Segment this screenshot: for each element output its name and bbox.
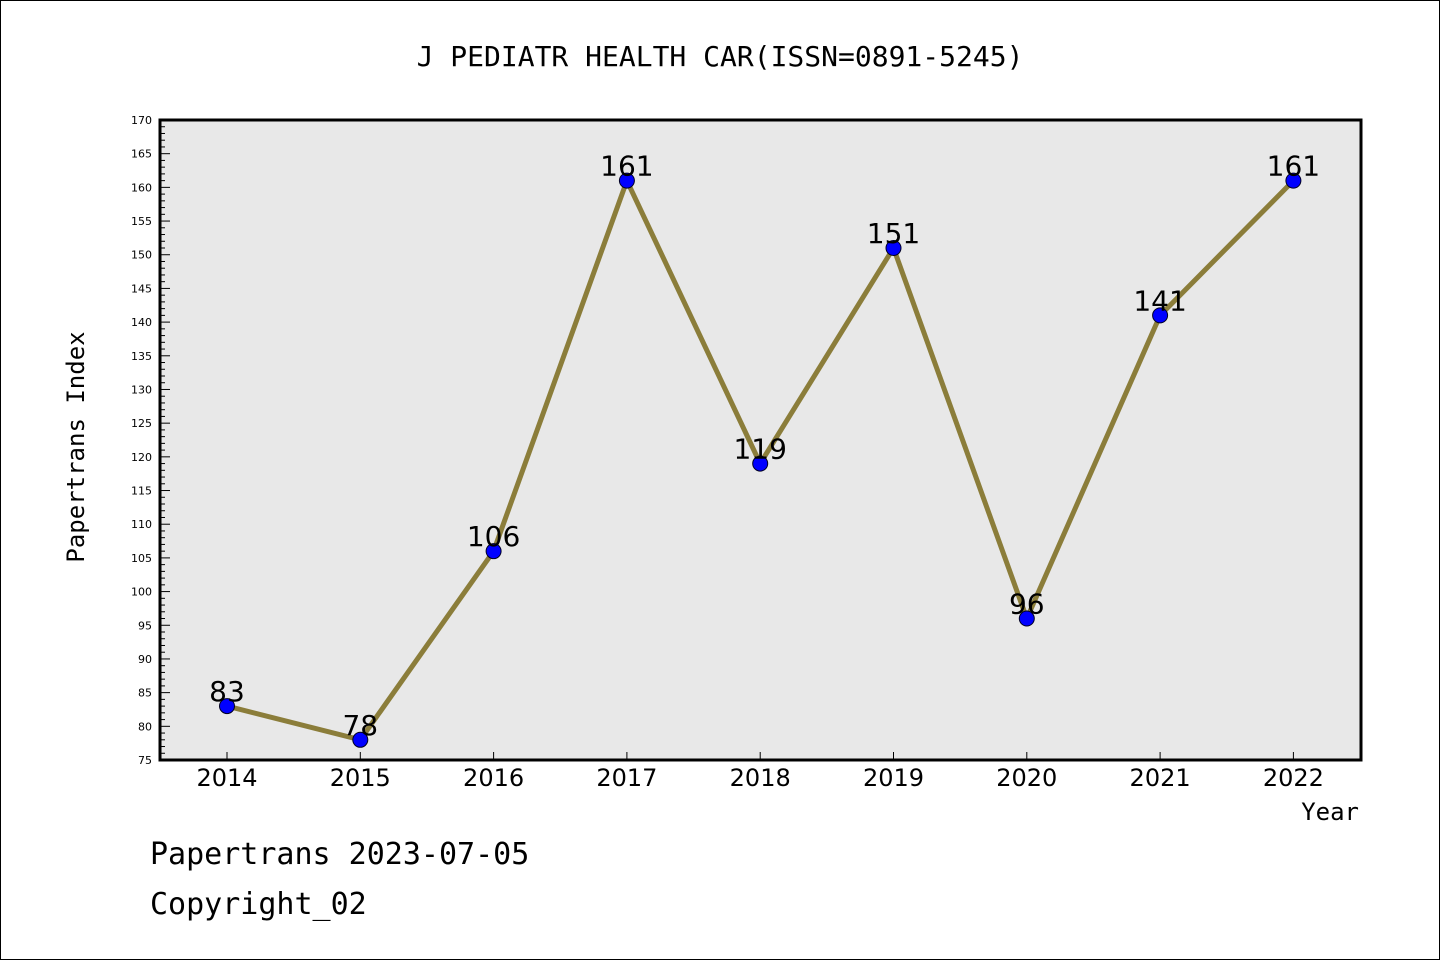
data-point <box>1285 172 1302 189</box>
data-point <box>1018 610 1035 627</box>
x-tick-label: 2017 <box>596 764 657 792</box>
chart-title: J PEDIATR HEALTH CAR(ISSN=0891-5245) <box>417 40 1024 73</box>
footer-copyright: Copyright_02 <box>150 887 367 922</box>
x-tick-label: 2016 <box>463 764 524 792</box>
data-point <box>352 731 369 748</box>
x-tick-label: 2020 <box>996 764 1057 792</box>
y-tick-label: 140 <box>131 316 152 329</box>
y-tick-label: 135 <box>131 350 152 363</box>
y-tick-label: 105 <box>131 552 152 565</box>
y-tick-label: 160 <box>131 181 152 194</box>
y-tick-label: 155 <box>131 215 152 228</box>
y-tick-label: 85 <box>138 687 152 700</box>
footer-date: Papertrans 2023-07-05 <box>150 837 529 872</box>
y-axis: 75 80 85 90 95 100 105 110 115 120 125 130 135 140 145… <box>131 114 170 767</box>
x-tick-label: 2018 <box>730 764 791 792</box>
y-tick-label: 100 <box>131 586 152 599</box>
data-point <box>219 698 235 715</box>
data-label: 119 <box>733 433 786 466</box>
y-tick-label: 120 <box>131 451 152 464</box>
x-tick-label: 2014 <box>196 764 257 792</box>
y-tick-label: 80 <box>138 720 152 733</box>
y-tick-label: 95 <box>138 619 152 632</box>
data-label: 141 <box>1133 284 1186 317</box>
data-label: 106 <box>467 520 520 553</box>
y-tick-label: 75 <box>138 754 152 767</box>
data-point <box>752 455 769 472</box>
x-tick-label: 2015 <box>330 764 391 792</box>
y-tick-label: 125 <box>131 417 152 430</box>
x-tick-label: 2019 <box>863 764 924 792</box>
y-axis-label: Papertrans Index <box>62 331 90 562</box>
data-label: 83 <box>209 675 245 708</box>
data-label: 78 <box>342 709 378 742</box>
data-label: 151 <box>867 217 920 250</box>
x-tick-label: 2022 <box>1263 764 1324 792</box>
y-tick-label: 115 <box>131 485 152 498</box>
y-tick-label: 165 <box>131 148 152 161</box>
data-label: 161 <box>600 150 653 183</box>
x-tick-label: 2021 <box>1130 764 1191 792</box>
x-axis-label: Year <box>1301 798 1359 826</box>
y-tick-label: 130 <box>131 383 152 396</box>
data-point <box>485 543 502 560</box>
plot-area <box>158 118 1363 762</box>
data-label: 96 <box>1009 588 1045 621</box>
y-tick-label: 170 <box>131 114 152 127</box>
x-axis: 2014 2015 2016 2017 2018 2019 2020 2021 2022 <box>196 752 1324 792</box>
data-point <box>1152 307 1169 324</box>
series-group: 83 78 106 161 119 151 96 141 161 <box>209 150 1320 748</box>
data-label: 161 <box>1267 150 1320 183</box>
data-point <box>885 240 902 256</box>
y-tick-label: 90 <box>138 653 152 666</box>
data-point <box>618 172 635 189</box>
y-tick-label: 150 <box>131 249 152 262</box>
y-tick-label: 110 <box>131 518 152 531</box>
y-tick-label: 145 <box>131 282 152 295</box>
